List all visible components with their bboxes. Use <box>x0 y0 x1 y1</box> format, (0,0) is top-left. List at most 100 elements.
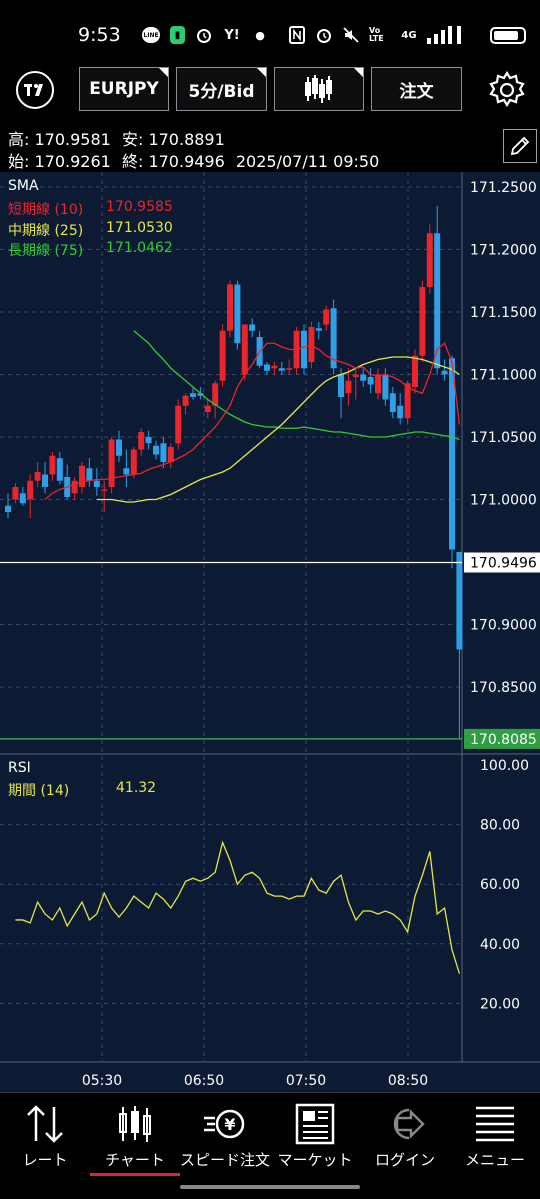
high-value: 170.9581 <box>34 130 111 149</box>
nav-market-label: マーケット <box>277 1151 353 1169</box>
candle-body <box>79 465 85 487</box>
candle-body <box>286 368 293 370</box>
nav-login[interactable]: ログイン <box>360 1093 450 1179</box>
open-value: 170.9261 <box>34 152 111 171</box>
candle-body <box>71 480 78 494</box>
candle-body <box>49 455 56 475</box>
nav-speed-order-label: スピード注文 <box>180 1151 271 1169</box>
candle-body <box>167 447 174 462</box>
candle-body <box>323 309 330 325</box>
candle-body <box>153 445 159 455</box>
sma-short-value: 170.9585 <box>106 199 173 215</box>
nav-menu[interactable]: メニュー <box>450 1093 540 1179</box>
candle-body <box>182 395 189 406</box>
candle-body <box>308 327 315 362</box>
bar-datetime: 2025/07/11 09:50 <box>235 152 380 171</box>
candle-body <box>212 383 219 406</box>
chart-type-button[interactable] <box>274 67 364 111</box>
candle-body <box>34 472 41 481</box>
speed-order-yen-icon: ¥ <box>204 1109 245 1139</box>
candle-body <box>93 480 100 487</box>
chart-toolbar: EURJPY 5分/Bid 注文 <box>0 62 540 118</box>
candle-body <box>264 364 270 371</box>
chart-area[interactable]: 171.2500 171.2000 171.1500 171.1000 171.0500… <box>0 172 540 1092</box>
candle-body <box>190 393 196 397</box>
candle-body <box>116 439 122 456</box>
tradingview-logo-icon[interactable] <box>16 71 54 109</box>
timeframe-selector-button[interactable]: 5分/Bid <box>176 67 267 111</box>
candle-body <box>42 474 48 487</box>
drawing-pencil-icon[interactable] <box>503 129 537 163</box>
candle-body <box>5 505 11 512</box>
sma-short-line <box>44 342 461 500</box>
nav-chart[interactable]: チャート <box>90 1093 180 1179</box>
candle-body <box>27 480 34 500</box>
candle-body <box>204 405 211 412</box>
status-time: 9:53 <box>78 24 121 46</box>
nav-market[interactable]: マーケット <box>270 1093 360 1179</box>
candle-body <box>138 432 145 450</box>
chart-canvas[interactable]: 171.2500 171.2000 171.1500 171.1000 171.0500… <box>0 172 540 1092</box>
rsi-tick-label: 60.00 <box>480 877 520 893</box>
candle-body <box>360 374 367 381</box>
low-price-tag: 170.8085 <box>470 732 537 748</box>
rsi-tick-label: 100.00 <box>480 758 529 774</box>
rsi-legend-title: RSI <box>8 760 31 776</box>
candle-body <box>367 377 374 385</box>
high-label: 高: <box>8 130 30 149</box>
candle-body <box>375 374 381 394</box>
candle-body <box>315 328 322 331</box>
candle-body <box>449 358 455 550</box>
candle-body <box>338 374 344 397</box>
rsi-line <box>15 840 461 974</box>
order-button[interactable]: 注文 <box>371 67 462 111</box>
symbol-selector-button[interactable]: EURJPY <box>79 67 169 111</box>
candle-body <box>56 458 63 481</box>
ohlc-info-bar: 高: 170.9581 安: 170.8891 始: 170.9261 終: 1… <box>0 120 540 172</box>
nav-speed-order[interactable]: ¥ スピード注文 <box>180 1093 270 1179</box>
gesture-handle[interactable] <box>180 1185 360 1189</box>
candle-body <box>456 552 463 650</box>
alarm-icon <box>315 26 333 44</box>
rate-arrows-icon <box>27 1105 63 1143</box>
candle-body <box>404 383 411 419</box>
time-tick-label: 05:30 <box>82 1073 122 1089</box>
rsi-tick-label: 40.00 <box>480 937 520 953</box>
network-type: 4G <box>401 29 417 41</box>
candle-body <box>434 233 441 369</box>
battery-saver-icon: ▮ <box>170 26 185 44</box>
settings-gear-icon[interactable] <box>487 70 527 110</box>
sma-long-value: 171.0462 <box>106 240 173 256</box>
low-price-tag-bg <box>464 728 540 749</box>
close-label: 終: <box>121 152 144 171</box>
sma-short-label: 短期線 (10) <box>8 202 84 218</box>
rsi-period-label: 期間 (14) <box>8 783 70 799</box>
candle-body <box>412 355 418 387</box>
candle-body <box>241 324 248 375</box>
price-tick-label: 171.1000 <box>470 368 537 384</box>
candle-body <box>145 437 152 444</box>
price-tick-label: 171.2500 <box>470 180 537 196</box>
menu-lines-icon <box>476 1106 514 1142</box>
candle-body <box>382 374 389 400</box>
nav-rate[interactable]: レート <box>0 1093 90 1179</box>
candle-body <box>419 287 426 356</box>
candlestick-chart-icon <box>119 1106 151 1142</box>
sma-mid-value: 171.0530 <box>106 220 173 236</box>
nav-menu-label: メニュー <box>464 1151 525 1169</box>
price-tick-label: 170.8500 <box>470 680 537 696</box>
candle-body <box>130 449 137 475</box>
candle-body <box>271 365 278 369</box>
sma-legend-title: SMA <box>8 178 39 194</box>
battery-icon <box>490 26 526 44</box>
price-tick-label: 171.2000 <box>470 243 537 259</box>
sma-long-line <box>133 330 460 441</box>
candle-body <box>397 405 404 419</box>
close-value: 170.9496 <box>148 152 225 171</box>
price-tick-label: 170.9000 <box>470 618 537 634</box>
candle-body <box>197 393 204 396</box>
price-tick-label: 171.0000 <box>470 493 537 509</box>
low-value: 170.8891 <box>148 130 225 149</box>
candle-body <box>175 405 182 444</box>
nav-active-indicator <box>90 1173 180 1176</box>
